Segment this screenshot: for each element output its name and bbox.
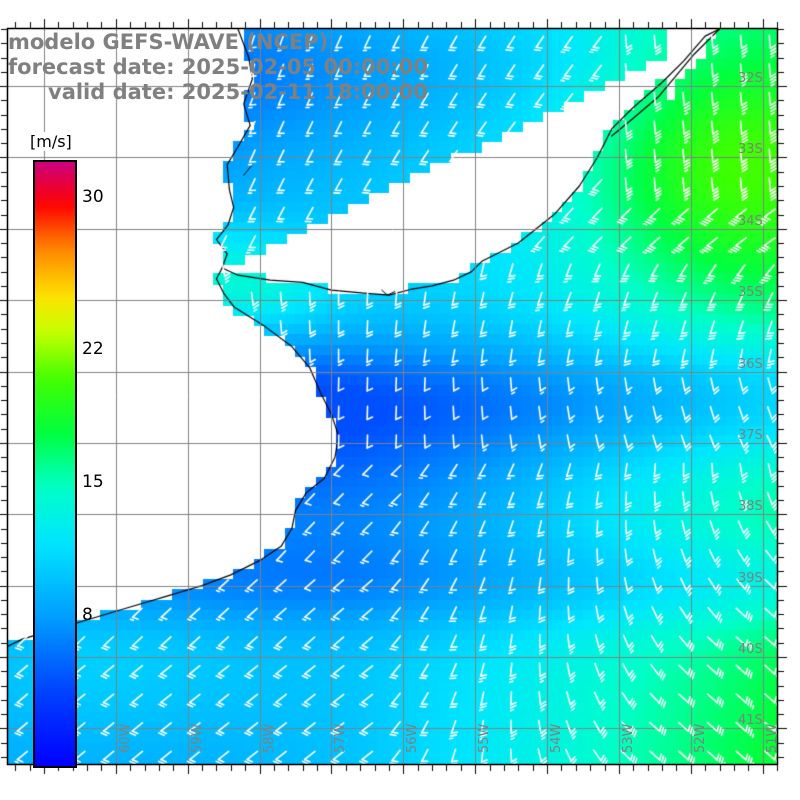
colorbar[interactable]	[33, 160, 77, 768]
lat-label-35S: 35S	[738, 285, 763, 301]
lon-label-56W: 56W	[405, 723, 421, 753]
map-plot-area[interactable]	[7, 28, 778, 765]
colorbar-tick-8: 8	[82, 605, 93, 625]
lat-label-41S: 41S	[738, 713, 763, 729]
colorbar-tick-22: 22	[82, 339, 104, 359]
lon-label-53W: 53W	[620, 723, 636, 753]
lon-label-51W: 51W	[764, 723, 780, 753]
lon-label-60W: 60W	[117, 723, 133, 753]
lat-label-37S: 37S	[738, 427, 763, 443]
wind-barbs-layer	[8, 29, 777, 764]
colorbar-unit-label: [m/s]	[28, 132, 74, 151]
lat-label-34S: 34S	[738, 213, 763, 229]
lon-label-59W: 59W	[189, 723, 205, 753]
lon-label-55W: 55W	[477, 723, 493, 753]
colorbar-tick-15: 15	[82, 472, 104, 492]
lon-label-54W: 54W	[549, 723, 565, 753]
colorbar-tick-30: 30	[82, 187, 104, 207]
lat-label-38S: 38S	[738, 499, 763, 515]
lon-label-52W: 52W	[692, 723, 708, 753]
lon-label-57W: 57W	[333, 723, 349, 753]
lat-label-33S: 33S	[738, 142, 763, 158]
lat-label-39S: 39S	[738, 570, 763, 586]
lon-label-58W: 58W	[261, 723, 277, 753]
lat-label-32S: 32S	[738, 71, 763, 87]
colorbar-gradient	[33, 160, 77, 768]
lat-label-36S: 36S	[738, 356, 763, 372]
lat-label-40S: 40S	[738, 641, 763, 657]
